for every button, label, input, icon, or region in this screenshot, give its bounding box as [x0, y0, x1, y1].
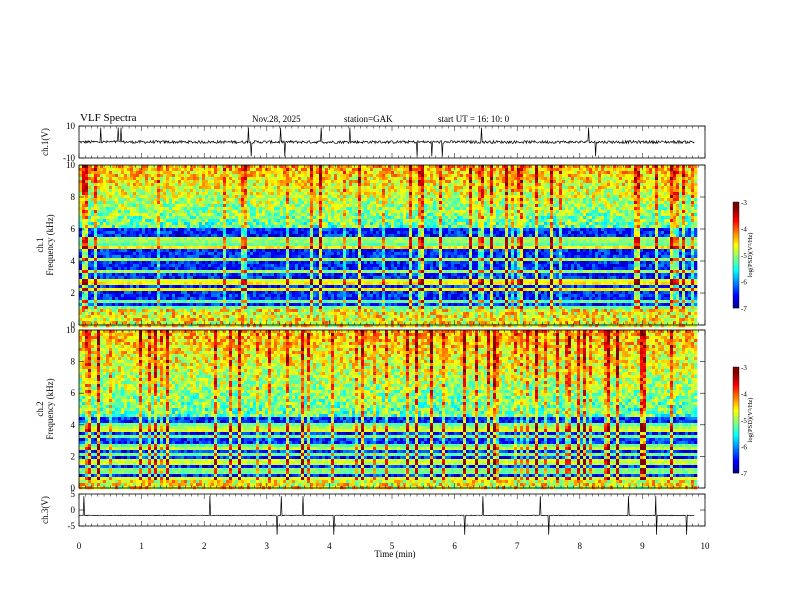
x-tick-label: 4 [327, 541, 332, 551]
chart-title: VLF Spectra [80, 112, 137, 124]
ch1-spectrogram-ytick-label: 0 [71, 320, 76, 330]
x-tick-label: 1 [139, 541, 144, 551]
x-tick-label: 10 [701, 541, 711, 551]
ch2-spectrogram-colorbar-tick: -3 [741, 364, 747, 372]
ch1-spectrogram-ytick-label: 4 [71, 256, 76, 266]
ch2-spectrogram-ytick-label: 0 [71, 483, 76, 493]
x-tick-label: 3 [265, 541, 270, 551]
ch1-spectrogram-colorbar-tick: -3 [741, 199, 747, 207]
x-tick-label: 5 [390, 541, 395, 551]
ch1-waveform-ylabel: ch.1(V) [40, 128, 50, 156]
ch1-spectrogram-colorbar-tick: -6 [741, 279, 747, 287]
x-tick-label: 9 [640, 541, 645, 551]
ch2-spectrogram-ytick-label: 2 [71, 451, 76, 461]
ch3-waveform-ylabel: ch.3(V) [40, 496, 50, 524]
ch1-waveform-ytick-label: -10 [63, 153, 75, 163]
ch2-spectrogram-ytick-label: 8 [71, 357, 76, 367]
x-tick-label: 2 [202, 541, 207, 551]
ch3-waveform-trace [78, 496, 695, 535]
ch1-spectrogram-colorbar-label: log(PSD)(V²/Hz) [747, 233, 754, 278]
ch1-waveform-ytick-label: 10 [66, 121, 76, 131]
ch2-spectrogram-colorbar-label: log(PSD)(V²/Hz) [747, 398, 754, 443]
ch1-spectrogram-ytick-label: 2 [71, 288, 76, 298]
ch2-spectrogram-colorbar [732, 366, 740, 474]
station-label: station=GAK [344, 114, 393, 124]
x-tick-label: 7 [515, 541, 520, 551]
ch1-spectrogram-colorbar-tick: -5 [741, 252, 747, 260]
ch2-spectrogram-cells [79, 330, 698, 490]
ch3-waveform-ytick-label: 0 [71, 505, 76, 515]
ch1-spectrogram-ylabel: ch.1 Frequency (kHz) [35, 214, 55, 275]
ch2-spectrogram-colorbar-tick: -4 [741, 391, 747, 399]
x-tick-label: 6 [452, 541, 457, 551]
x-axis-label: Time (min) [375, 549, 416, 559]
ch2-spectrogram-ytick-label: 6 [71, 388, 76, 398]
ch3-waveform-ytick-label: 5 [71, 489, 76, 499]
ch2-spectrogram-ytick-label: 4 [71, 420, 76, 430]
ch1-spectrogram-colorbar-tick: -4 [741, 226, 747, 234]
ch3-waveform-ytick-label: -5 [68, 521, 76, 531]
ch1-spectrogram-colorbar-tick: -7 [741, 305, 747, 313]
ch2-spectrogram-colorbar-tick: -6 [741, 444, 747, 452]
ch1-waveform-trace [79, 127, 695, 157]
x-tick-label: 0 [77, 541, 82, 551]
ch2-spectrogram-ytick-label: 10 [66, 325, 76, 335]
ch2-spectrogram-ylabel: ch.2 Frequency (kHz) [35, 378, 55, 439]
ch1-spectrogram-cells [79, 165, 698, 328]
ch1-spectrogram-ytick-label: 8 [71, 192, 76, 202]
ch1-spectrogram-ytick-label: 6 [71, 224, 76, 234]
ch2-spectrogram-colorbar-tick: -5 [741, 417, 747, 425]
ch1-spectrogram-colorbar [732, 201, 740, 309]
svg-text:ch.1(V): ch.1(V) [40, 128, 50, 156]
ch2-spectrogram-colorbar-tick: -7 [741, 470, 747, 478]
start-time-label: start UT = 16: 10: 0 [438, 114, 509, 124]
ch1-spectrogram-ytick-label: 10 [66, 160, 76, 170]
x-tick-label: 8 [578, 541, 583, 551]
date-label: Nov.28, 2025 [252, 114, 301, 124]
